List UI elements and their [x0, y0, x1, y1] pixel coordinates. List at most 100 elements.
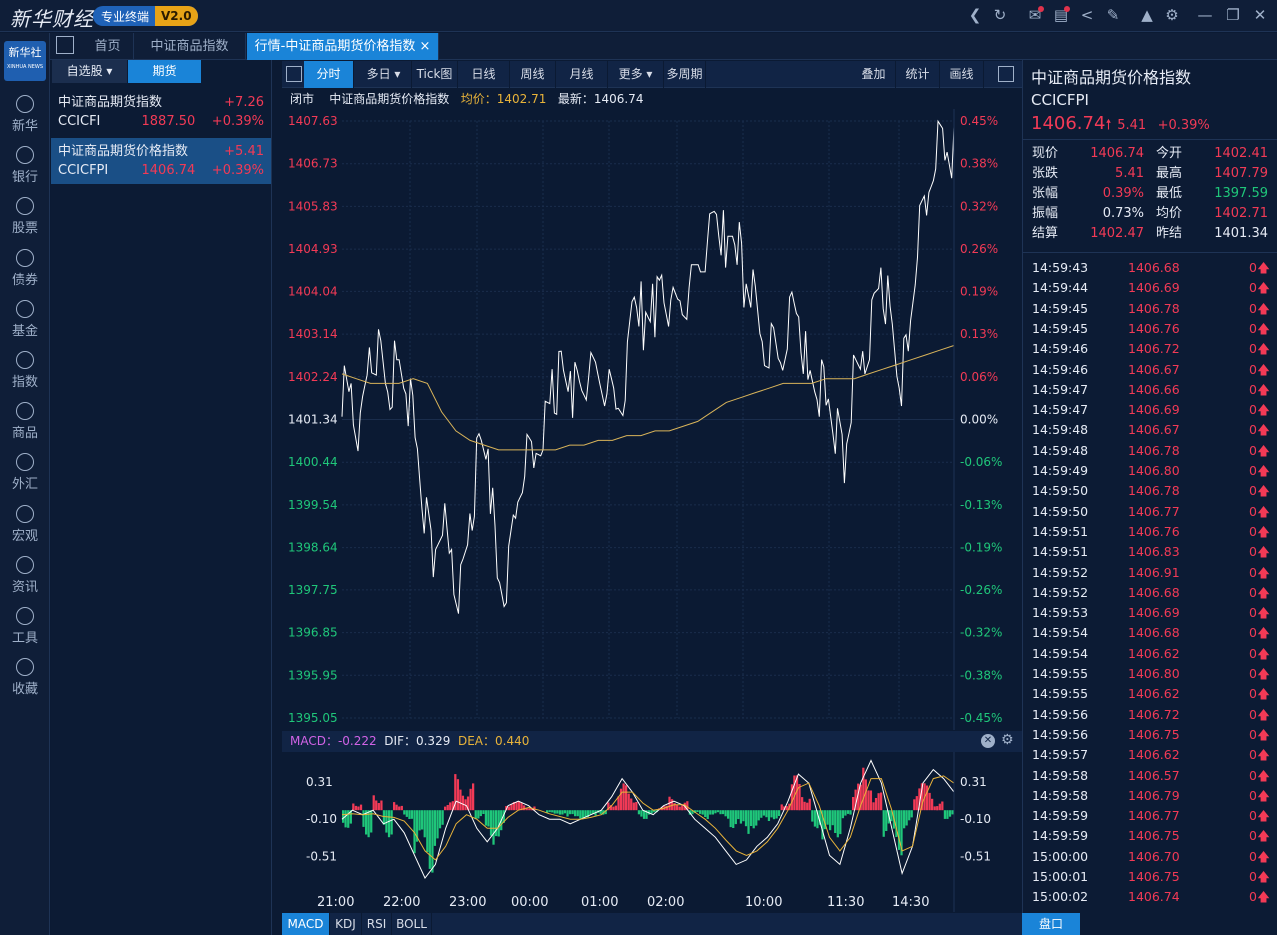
sidebar-toggle-icon[interactable] [56, 36, 74, 54]
nav-item-2[interactable]: 股票 [0, 197, 50, 236]
quote-row: 张跌 5.41 最高 1407.79 [1032, 164, 1268, 184]
indicator-settings-icon[interactable]: ⚙ [1001, 732, 1014, 748]
draw-button[interactable]: 画线 [940, 61, 984, 88]
nav-item-3[interactable]: 债券 [0, 248, 50, 288]
tab-commodity-index[interactable]: 中证商品指数 [134, 33, 246, 60]
tab-macd[interactable]: MACD [282, 913, 330, 935]
up-arrow-icon: 🡅 [1257, 584, 1270, 600]
quote-cell: 昨结 [1156, 226, 1183, 241]
refresh-icon[interactable]: ↻ [993, 6, 1007, 24]
y-tick-label: 1403.14 [288, 327, 338, 341]
up-arrow-icon: 🡅 [1257, 260, 1270, 275]
nav-item-11[interactable]: 收藏 [0, 658, 50, 697]
tab-close-icon[interactable]: × [419, 39, 431, 54]
y-tick-label: 1397.75 [288, 583, 338, 597]
tab-home[interactable]: 首页 [82, 33, 134, 60]
macd-bar [882, 810, 885, 837]
order-book-tab[interactable]: 盘口 [1022, 913, 1080, 935]
y-pct-label: 0.06% [960, 370, 998, 384]
macd-bar [566, 810, 569, 817]
back-icon[interactable]: ❮ [968, 6, 982, 24]
macd-bar [852, 797, 855, 811]
tab-boll[interactable]: BOLL [392, 913, 432, 935]
period-button-7[interactable]: 多周期 [664, 61, 706, 88]
macd-bar [696, 810, 699, 812]
forex-icon [16, 453, 34, 472]
tab-rsi[interactable]: RSI [362, 913, 392, 935]
quote-cell: 1402.47 [1090, 226, 1144, 241]
minimize-icon[interactable]: — [1197, 6, 1213, 24]
nav-item-6[interactable]: 商品 [0, 402, 50, 441]
macd-chart[interactable]: 0.31 0.31 -0.10 -0.10 -0.51 -0.51 21:00 22:00 23… [282, 752, 1022, 912]
period-button-3[interactable]: 日线 [458, 61, 510, 88]
macd-bar [454, 774, 457, 811]
macd-bar [818, 810, 822, 825]
tab-kdj[interactable]: KDJ [330, 913, 362, 935]
stats-button[interactable]: 统计 [896, 61, 940, 88]
tick-price: 1406.78 [1128, 442, 1180, 458]
macd-bar [576, 810, 579, 817]
macd-bar [841, 810, 845, 819]
macd-bar [410, 810, 414, 819]
nav-item-10[interactable]: 工具 [0, 607, 50, 646]
macd-bar [693, 810, 697, 813]
nav-item-9[interactable]: 资讯 [0, 555, 50, 595]
tick-volume: 0 [1249, 828, 1257, 844]
nav-item-4[interactable]: 基金 [0, 299, 50, 339]
watchlist-tab[interactable]: 自选股 ▾ [52, 60, 127, 83]
period-button-5[interactable]: 月线 [556, 61, 608, 88]
y-pct-label: 0.45% [960, 114, 998, 128]
xinhua-icon [16, 95, 34, 113]
period-button-4[interactable]: 周线 [510, 61, 556, 88]
nav-item-0[interactable]: 新华 [0, 95, 50, 134]
period-button-2[interactable]: Tick图 [412, 61, 458, 88]
macd-bar [803, 801, 806, 811]
nav-item-1[interactable]: 银行 [0, 146, 50, 185]
macd-bar [933, 806, 936, 811]
macd-bar [604, 810, 607, 815]
tick-price: 1406.68 [1128, 625, 1180, 641]
nav-item-7[interactable]: 外汇 [0, 453, 50, 492]
tick-row: 14:59:44 1406.69 0 🡅 [1032, 278, 1270, 298]
instrument-name: 中证商品期货价格指数 [1031, 68, 1192, 87]
watch-pct: +0.39% [211, 163, 264, 178]
mail-icon[interactable]: ✉ [1026, 6, 1044, 24]
macd-bar [948, 810, 952, 817]
period-button-6[interactable]: 更多 ▾ [608, 61, 664, 88]
nav-item-5[interactable]: 指数 [0, 351, 50, 390]
macd-bar [469, 788, 472, 811]
notes-icon[interactable]: ✎ [1106, 6, 1120, 24]
watch-item-ccicfpi[interactable]: 中证商品期货价格指数 +5.41 CCICFPI 1406.74 +0.39% [51, 138, 271, 184]
watch-item-ccicfi[interactable]: 中证商品期货指数 +7.26 CCICFI 1887.50 +0.39% [51, 89, 271, 135]
tick-row: 14:59:47 1406.69 0 🡅 [1032, 400, 1270, 420]
price-change: 5.41 [1117, 118, 1147, 133]
share-icon[interactable]: < [1080, 6, 1094, 24]
macd-bar [456, 779, 460, 811]
futures-tab[interactable]: 期货 [128, 60, 201, 83]
x-tick-label: 22:00 [383, 895, 420, 910]
macd-bar [446, 805, 449, 811]
period-button-1[interactable]: 多日 ▾ [356, 61, 412, 88]
tick-volume: 0 [1249, 706, 1257, 722]
skin-icon[interactable]: ▲ [1141, 6, 1153, 24]
period-button-0[interactable]: 分时 [304, 61, 354, 88]
tab-quote-active[interactable]: 行情-中证商品期货价格指数 × [247, 33, 439, 60]
up-arrow-icon: 🡅 [1257, 747, 1270, 763]
restore-icon[interactable]: ❐ [1226, 6, 1240, 24]
macd-bar [905, 810, 908, 826]
nav-item-8[interactable]: 宏观 [0, 504, 50, 544]
tick-time: 14:59:44 [1032, 280, 1089, 296]
close-window-icon[interactable]: ✕ [1253, 6, 1267, 24]
panel-toggle-icon[interactable] [286, 66, 302, 82]
right-panel-toggle-icon[interactable] [998, 66, 1014, 82]
macd-bar [897, 810, 901, 850]
intraday-chart[interactable]: 1407.63 0.45% 1406.73 0.38% 1405.83 0.32% 1404… [282, 109, 1022, 730]
nav-label: 资讯 [11, 579, 38, 595]
macd-bar [375, 800, 378, 811]
last-price-label: 最新：1406.74 [557, 92, 644, 106]
close-indicator-icon[interactable]: ✕ [981, 734, 995, 748]
overlay-button[interactable]: 叠加 [852, 61, 896, 88]
message-icon[interactable]: ▤ [1053, 6, 1070, 24]
macd-bar [785, 806, 788, 811]
settings-icon[interactable]: ⚙ [1165, 6, 1179, 24]
